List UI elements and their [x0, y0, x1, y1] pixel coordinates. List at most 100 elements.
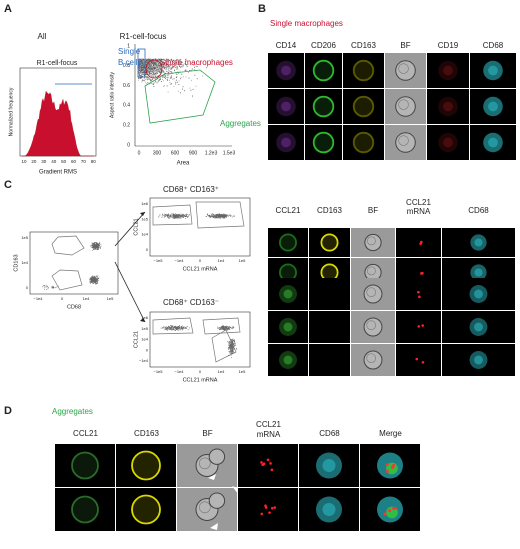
event-dot [164, 62, 166, 64]
event-dot [95, 245, 97, 247]
event-dot [172, 64, 174, 66]
event-dot [175, 325, 177, 327]
image-tile [396, 228, 441, 257]
event-dot [160, 66, 162, 68]
event-dot [180, 76, 182, 78]
event-dot [163, 59, 165, 61]
event-dot [91, 279, 92, 280]
event-dot [215, 216, 217, 218]
event-dot [147, 76, 149, 78]
event-dot [228, 352, 230, 354]
event-dot [178, 213, 180, 215]
event-dot [166, 214, 168, 216]
event-dot [156, 70, 158, 72]
event-dot [139, 72, 141, 74]
event-dot [141, 63, 143, 65]
event-dot [162, 66, 164, 68]
event-dot [142, 69, 144, 71]
event-dot [156, 66, 158, 68]
image-tile [396, 344, 441, 376]
image-tile [268, 278, 308, 310]
event-dot [93, 249, 94, 251]
event-dot [151, 78, 153, 80]
image-tile [427, 89, 469, 124]
event-dot [232, 328, 234, 330]
event-dot [90, 281, 92, 283]
cell-core [474, 268, 483, 277]
event-dot [143, 72, 144, 74]
event-dot [186, 214, 188, 216]
event-dot [152, 63, 154, 65]
event-dot [167, 327, 169, 329]
event-dot [184, 63, 186, 65]
event-dot [93, 276, 95, 278]
event-dot [143, 61, 145, 63]
y-tick-label: 1e5 [141, 216, 148, 221]
event-dot [220, 326, 222, 328]
event-dot [157, 63, 159, 65]
event-dot [172, 61, 174, 63]
event-dot [171, 213, 173, 215]
column-header: Merge [379, 429, 402, 438]
event-dot [230, 215, 232, 217]
event-dot [140, 70, 142, 71]
event-dot [142, 67, 143, 69]
image-tile [385, 89, 426, 124]
event-dot [158, 72, 160, 74]
event-dot [210, 215, 212, 217]
image-tile [268, 53, 304, 88]
event-dot [166, 59, 168, 61]
cell-core [443, 101, 453, 112]
x-tick-label: 300 [153, 150, 162, 156]
event-dot [160, 69, 162, 71]
event-dot [226, 328, 228, 330]
image-tile [470, 125, 516, 160]
panel-letter: C [4, 179, 12, 191]
event-dot [160, 58, 162, 60]
axis-label: CCL21 mRNA [183, 266, 218, 272]
event-dot [139, 59, 141, 61]
gate [51, 235, 85, 256]
event-dot [189, 327, 190, 329]
image-tile [268, 344, 308, 376]
event-dot [185, 327, 187, 329]
cell-texture [199, 501, 211, 514]
gate-aggregates [144, 69, 216, 124]
event-dot [91, 244, 93, 246]
event-dot [178, 72, 180, 74]
event-dot [185, 213, 187, 215]
event-dot [233, 344, 235, 346]
event-dot [92, 280, 94, 281]
image-tile [268, 89, 304, 124]
event-dot [169, 325, 171, 327]
event-dot [179, 329, 181, 331]
event-dot [173, 86, 175, 88]
event-dot [229, 345, 231, 347]
image-tile [177, 444, 237, 487]
event-dot [163, 216, 165, 218]
event-dot [167, 216, 169, 218]
column-header: CD163 [351, 41, 376, 50]
tile-bg [396, 228, 441, 257]
axis-label: Aspect ratio intensity [109, 71, 115, 118]
event-dot [143, 66, 145, 68]
image-tile [360, 488, 420, 531]
tile-bg [343, 125, 384, 160]
event-dot [215, 215, 217, 217]
x-tick-label: 1e4 [218, 258, 225, 263]
event-dot [98, 277, 100, 279]
event-dot [216, 214, 218, 216]
event-dot [164, 215, 166, 217]
gate [152, 204, 193, 226]
event-dot [95, 275, 97, 277]
cell [352, 95, 375, 118]
axis-label: Normalized frequency [8, 87, 14, 136]
event-dot [153, 68, 155, 70]
event-dot [93, 278, 95, 280]
event-dot [164, 329, 166, 331]
event-dot [151, 73, 152, 75]
event-dot [231, 348, 232, 350]
event-dot [152, 61, 154, 63]
gate-label: Single macrophages [160, 58, 233, 67]
